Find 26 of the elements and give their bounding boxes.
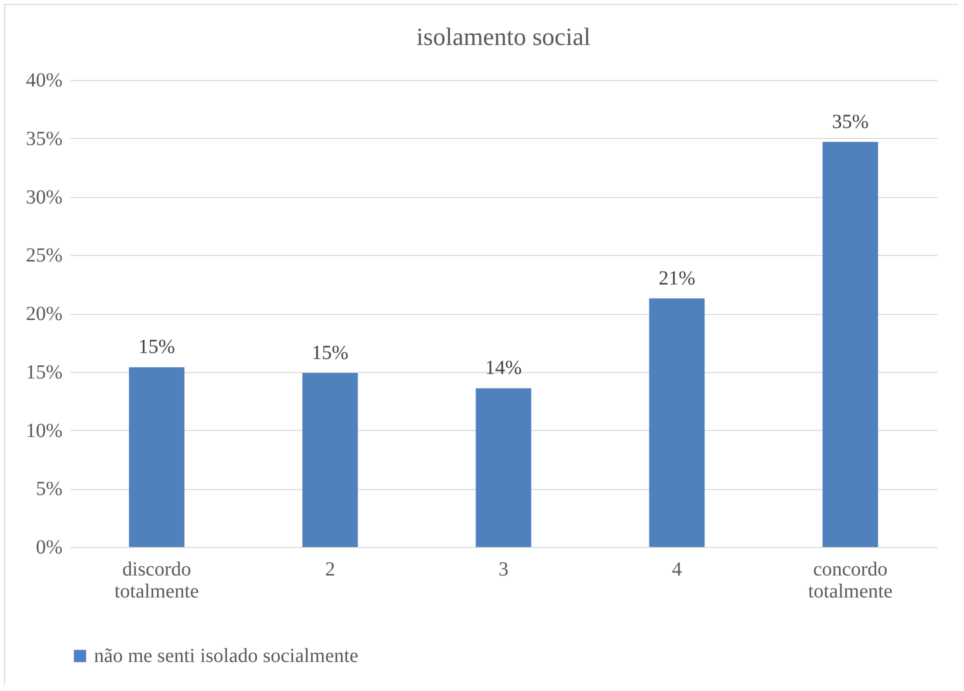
y-tick-label: 30% [26,186,62,208]
y-tick-label: 15% [26,361,62,384]
legend-label: não me senti isolado socialmente [94,645,358,667]
y-tick-label: 5% [36,478,62,500]
y-tick-label: 25% [26,244,62,267]
y-tick-label: 0% [36,536,62,558]
bar [476,388,532,547]
x-tick-label: 2 [325,558,336,580]
x-tick-label: concordo totalmente [808,558,893,602]
data-label: 35% [832,110,869,133]
bar [822,142,878,547]
bar [128,367,184,547]
y-tick-label: 20% [26,303,62,325]
x-tick-label: 4 [672,558,682,580]
bar [302,373,358,547]
chart-title: isolamento social [416,24,591,51]
x-tick-label: 3 [498,558,508,580]
bar [649,298,705,547]
data-label: 15% [138,336,176,358]
data-label: 14% [485,357,522,380]
y-tick-label: 35% [26,128,62,150]
y-tick-label: 10% [26,420,62,442]
y-tick-label: 40% [26,70,62,92]
data-label: 15% [312,342,348,364]
data-label: 21% [658,267,696,290]
x-tick-label: discordo totalmente [114,558,200,602]
